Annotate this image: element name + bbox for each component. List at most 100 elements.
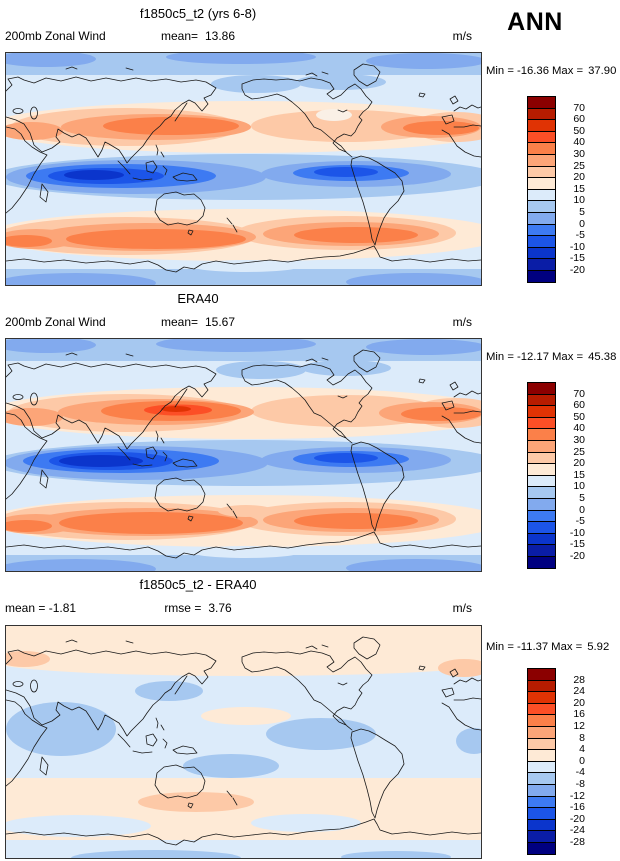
colorbar-tick-label: 8 — [579, 731, 585, 744]
min-value: -16.36 — [516, 65, 549, 77]
colorbar-tick-label: 5 — [579, 206, 585, 218]
season-label: ANN — [507, 8, 563, 36]
colorbar-legend: 28 24 20 16 12 8 4 0 -4 -8 -12 -16 -20 -24 -28 — [527, 668, 587, 855]
colorbar-tick-label: 24 — [573, 685, 585, 698]
max-label: Max = — [552, 351, 584, 363]
panel-title: f1850c5_t2 - ERA40 — [139, 577, 257, 592]
rmse-label: rmse = — [164, 601, 202, 615]
panel-title: ERA40 — [177, 291, 219, 306]
colorbar-tick-label: 30 — [573, 434, 585, 446]
colorbar-tick-label: -5 — [575, 515, 585, 528]
contour-fill — [6, 339, 481, 571]
min-value: -12.17 — [516, 351, 549, 363]
panel-subheader: mean = -1.81 rmse = 3.76 m/s — [5, 601, 480, 615]
minmax-stats: Min = -16.36 Max = 37.90 — [486, 65, 620, 77]
colorbar-tick-label: -20 — [569, 264, 585, 276]
colorbar-tick-label: 50 — [573, 124, 585, 137]
colorbar-tick-label: 5 — [579, 492, 585, 504]
map-model-contour-plot — [5, 52, 482, 286]
colorbar-tick-label: 15 — [573, 182, 585, 195]
rmse-stat: rmse = 3.76 — [5, 601, 391, 615]
max-value: 5.92 — [587, 641, 610, 653]
panel-title: f1850c5_t2 (yrs 6-8) — [139, 6, 257, 21]
mean-stat: mean = -1.81 — [5, 601, 76, 615]
mean-label: mean= — [160, 29, 198, 43]
colorbar-tick-label: 20 — [573, 696, 585, 709]
units-label: m/s — [452, 315, 472, 329]
colorbar-segment — [527, 269, 556, 283]
max-value: 37.90 — [588, 65, 617, 77]
contour-map-svg — [6, 339, 481, 571]
colorbar-tick-label: 16 — [573, 708, 585, 721]
colorbar-tick-label: 60 — [573, 399, 585, 412]
colorbar-tick-label: 20 — [573, 457, 585, 470]
contour-fill — [6, 53, 481, 285]
colorbar-segment — [527, 555, 556, 569]
colorbar-tick-label: 30 — [573, 148, 585, 160]
colorbar-tick-label: 20 — [573, 171, 585, 184]
colorbar-tick-label: -10 — [569, 526, 585, 539]
variable-label: 200mb Zonal Wind — [5, 315, 106, 329]
minmax-stats: Min = -12.17 Max = 45.38 — [486, 351, 620, 363]
mean-stat: mean= 13.86 — [5, 29, 391, 43]
colorbar-tick-label: -24 — [569, 824, 585, 837]
units-label: m/s — [452, 601, 472, 615]
min-label: Min = — [486, 65, 514, 77]
colorbar-segment — [527, 841, 556, 855]
map-difference-contour-plot — [5, 625, 482, 859]
min-label: Min = — [486, 641, 514, 653]
colorbar-tick-label: 70 — [573, 101, 585, 114]
mean-value: 13.86 — [205, 29, 236, 43]
coastlines — [6, 63, 481, 273]
colorbar-tick-label: 25 — [573, 445, 585, 458]
colorbar-tick-label: -20 — [569, 550, 585, 562]
colorbar-tick-label: -20 — [569, 812, 585, 825]
colorbar-tick-label: 0 — [579, 754, 585, 767]
variable-label: 200mb Zonal Wind — [5, 29, 106, 43]
rmse-value: 3.76 — [208, 601, 232, 615]
colorbar-tick-label: -12 — [569, 789, 585, 802]
contour-fill — [6, 626, 481, 858]
min-label: Min = — [486, 351, 514, 363]
units-label: m/s — [452, 29, 472, 43]
colorbar-tick-label: 15 — [573, 468, 585, 481]
colorbar-tick-label: -8 — [575, 778, 585, 790]
max-label: Max = — [551, 641, 583, 653]
colorbar-tick-label: -4 — [575, 766, 585, 779]
colorbar-tick-label: -15 — [569, 538, 585, 551]
min-value: -11.37 — [516, 641, 549, 653]
mean-value: -1.81 — [48, 601, 77, 615]
colorbar-tick-label: 40 — [573, 422, 585, 435]
colorbar-tick-label: 25 — [573, 159, 585, 172]
mean-label: mean= — [160, 315, 198, 329]
contour-map-svg — [6, 626, 481, 858]
colorbar-tick-label: 70 — [573, 387, 585, 400]
minmax-stats: Min = -11.37 Max = 5.92 — [486, 641, 620, 653]
map-era40-contour-plot — [5, 338, 482, 572]
colorbar-tick-label: 0 — [579, 217, 585, 230]
colorbar-tick-label: 4 — [579, 743, 585, 756]
colorbar-tick-label: -5 — [575, 229, 585, 242]
max-label: Max = — [552, 65, 584, 77]
colorbar-tick-label: 10 — [573, 480, 585, 493]
colorbar-tick-label: -15 — [569, 252, 585, 265]
mean-stat: mean= 15.67 — [5, 315, 391, 329]
panel-subheader: 200mb Zonal Wind mean= 13.86 m/s — [5, 29, 480, 43]
colorbar-tick-label: 10 — [573, 194, 585, 207]
colorbar-tick-label: -28 — [569, 836, 585, 848]
contour-map-svg — [6, 53, 481, 285]
colorbar-tick-label: 60 — [573, 113, 585, 126]
colorbar-tick-label: 40 — [573, 136, 585, 149]
max-value: 45.38 — [588, 351, 617, 363]
colorbar-tick-label: 50 — [573, 410, 585, 423]
mean-label: mean = — [5, 601, 46, 615]
colorbar-tick-label: 0 — [579, 503, 585, 516]
mean-value: 15.67 — [205, 315, 236, 329]
colorbar-tick-label: 28 — [573, 673, 585, 686]
colorbar-legend: 70 60 50 40 30 25 20 15 10 5 0 -5 -10 -15 -20 — [527, 382, 587, 569]
panel-subheader: 200mb Zonal Wind mean= 15.67 m/s — [5, 315, 480, 329]
colorbar-tick-label: -10 — [569, 240, 585, 253]
colorbar-tick-label: 12 — [573, 720, 585, 732]
colorbar-legend: 70 60 50 40 30 25 20 15 10 5 0 -5 -10 -15 -20 — [527, 96, 587, 283]
